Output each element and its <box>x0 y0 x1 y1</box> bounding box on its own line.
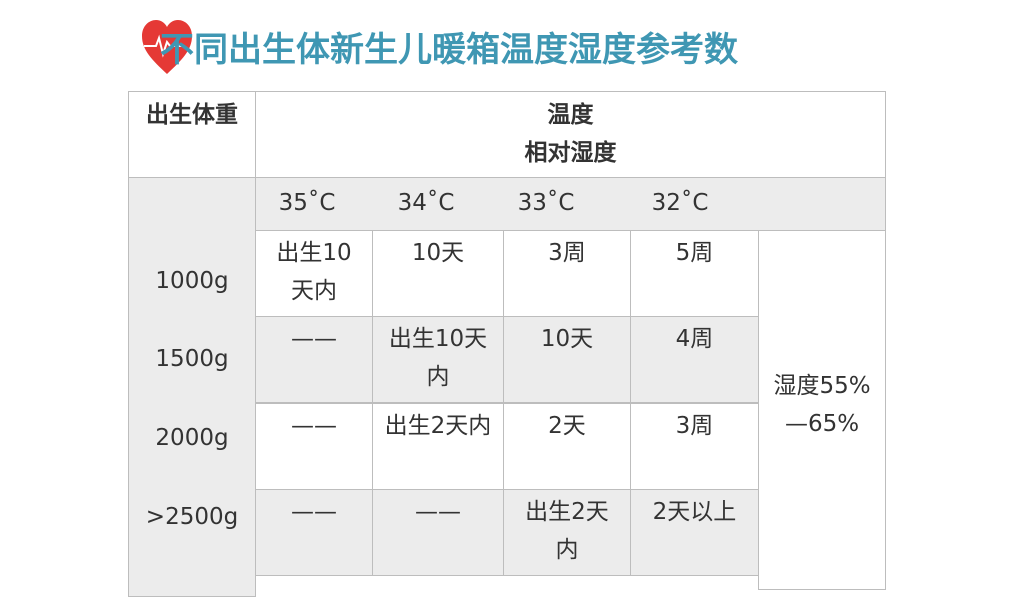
temp-35: 35˚C <box>278 190 336 216</box>
table-cell: 3周 <box>630 403 759 490</box>
header-temp-humidity: 温度 相对湿度 <box>255 91 886 178</box>
table-cell: —— <box>372 489 504 576</box>
humidity-cell: 湿度55%—65% <box>758 230 886 590</box>
table-cell: 出生10天内 <box>255 230 373 317</box>
table-cell: 出生2天内 <box>372 403 504 490</box>
table-cell: 10天 <box>503 316 631 403</box>
table-cell: 2天以上 <box>630 489 759 576</box>
table-cell: 出生2天内 <box>503 489 631 576</box>
weight-label: 1000g <box>155 268 229 294</box>
weight-label: >2500g <box>145 504 239 530</box>
temp-33: 33˚C <box>517 190 575 216</box>
table-cell: —— <box>255 316 373 403</box>
table-cell: —— <box>255 403 373 490</box>
table-cell: 出生10天内 <box>372 316 504 403</box>
heart-ecg-icon <box>142 20 192 74</box>
temp-34: 34˚C <box>397 190 455 216</box>
table-cell: 5周 <box>630 230 759 317</box>
header-weight: 出生体重 <box>128 91 256 178</box>
header-humidity: 相对湿度 <box>524 140 617 166</box>
table-cell: 10天 <box>372 230 504 317</box>
weight-column <box>128 177 256 597</box>
table-cell: 2天 <box>503 403 631 490</box>
table-cell: 4周 <box>630 316 759 403</box>
table-cell: —— <box>255 489 373 576</box>
temperature-row <box>255 177 886 231</box>
weight-label: 2000g <box>155 425 229 451</box>
header-temp: 温度 <box>547 102 594 128</box>
table-cell: 3周 <box>503 230 631 317</box>
temp-32: 32˚C <box>651 190 709 216</box>
weight-label: 1500g <box>155 346 229 372</box>
page-title: 不同出生体新生儿暖箱温度湿度参考数 <box>160 30 738 70</box>
